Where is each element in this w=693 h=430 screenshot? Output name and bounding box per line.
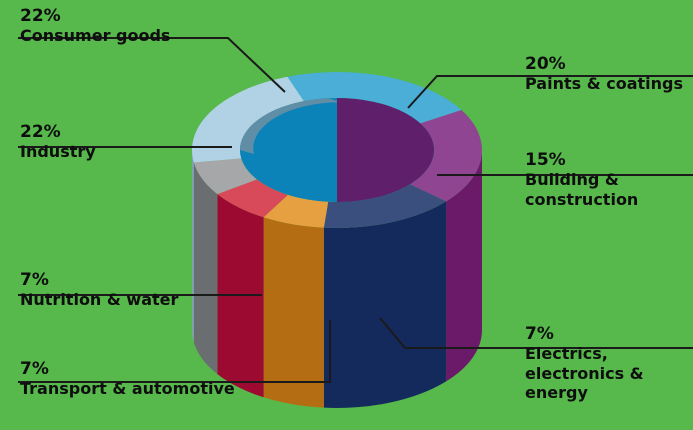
electrics-name-line2: electronics & xyxy=(525,364,644,383)
electrics-percent: 7% xyxy=(525,324,644,344)
consumer-goods-name: Consumer goods xyxy=(20,26,170,45)
building-name-line2: construction xyxy=(525,190,638,209)
transport-name: Transport & automotive xyxy=(20,379,235,398)
industry-name: Industry xyxy=(20,142,96,161)
paints-coatings-name: Paints & coatings xyxy=(525,74,683,93)
label-industry: 22% Industry xyxy=(20,122,96,162)
label-electrics-electronics-energy: 7% Electrics, electronics & energy xyxy=(525,324,644,402)
nutrition-name: Nutrition & water xyxy=(20,290,178,309)
slice-side-nutrition-water xyxy=(194,162,217,374)
slice-side-industry xyxy=(192,150,194,342)
building-percent: 15% xyxy=(525,150,638,170)
slice-side-building-construction xyxy=(324,201,446,408)
slice-side-electrics-electronics-energy xyxy=(264,217,324,407)
label-nutrition-water: 7% Nutrition & water xyxy=(20,270,178,310)
nutrition-percent: 7% xyxy=(20,270,178,290)
leader-consumer-goods xyxy=(18,38,285,92)
transport-percent: 7% xyxy=(20,359,235,379)
label-building-construction: 15% Building & construction xyxy=(525,150,638,209)
consumer-goods-percent: 22% xyxy=(20,6,170,26)
label-paints-coatings: 20% Paints & coatings xyxy=(525,54,683,94)
paints-coatings-percent: 20% xyxy=(525,54,683,74)
industry-percent: 22% xyxy=(20,122,96,142)
electrics-name-line1: Electrics, xyxy=(525,344,644,363)
electrics-name-line3: energy xyxy=(525,383,644,402)
label-consumer-goods: 22% Consumer goods xyxy=(20,6,170,46)
label-transport-automotive: 7% Transport & automotive xyxy=(20,359,235,399)
building-name-line1: Building & xyxy=(525,170,638,189)
donut-hole xyxy=(240,98,434,202)
